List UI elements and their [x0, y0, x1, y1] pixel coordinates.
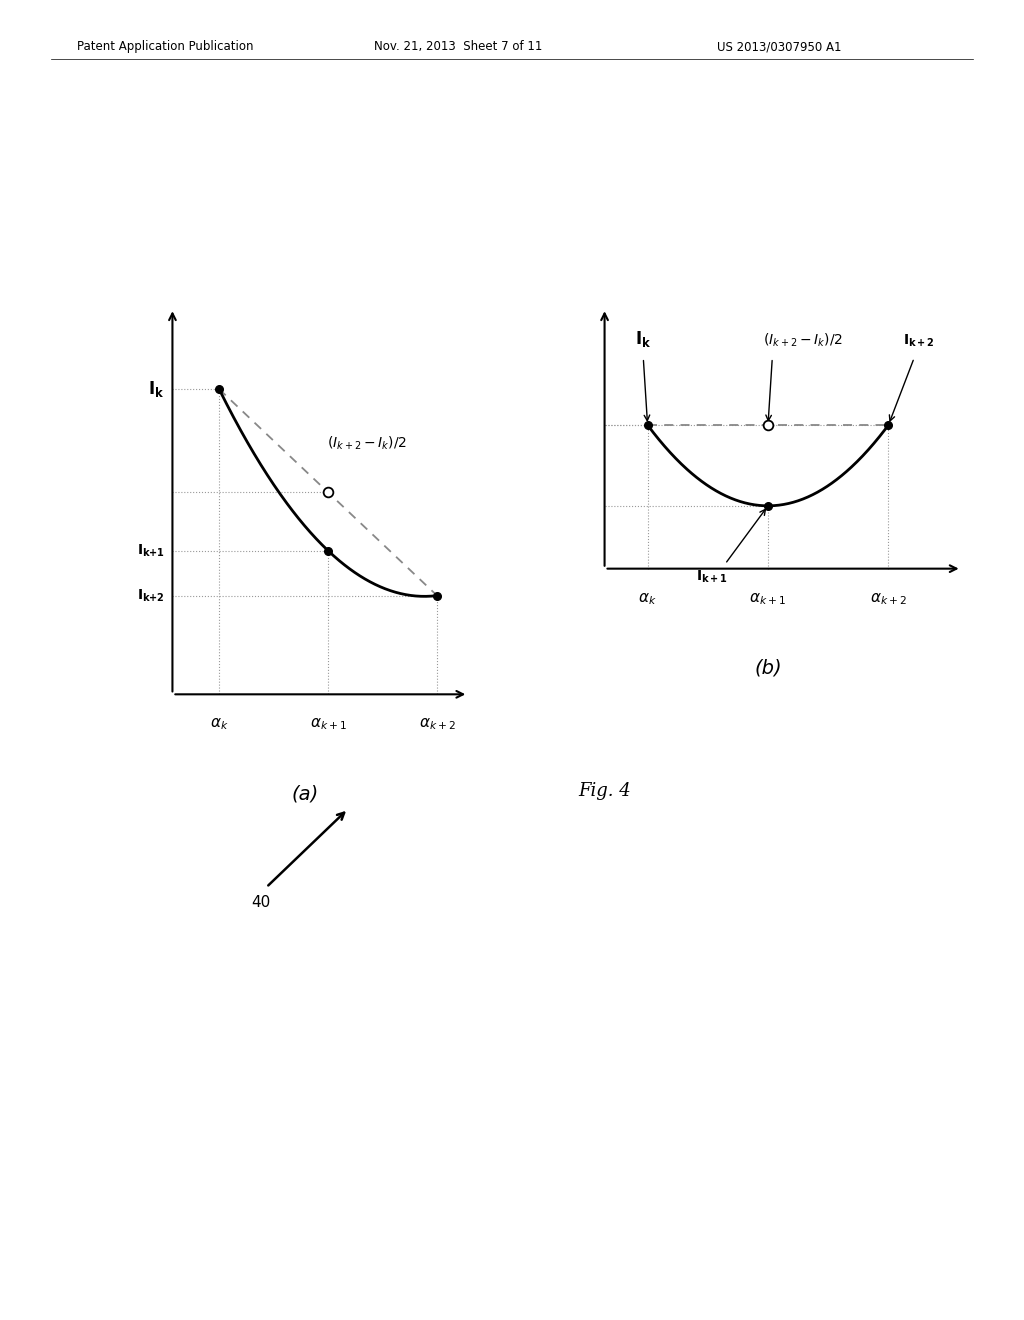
Text: $\alpha_k$: $\alpha_k$: [210, 717, 228, 733]
Text: $\mathbf{I_k}$: $\mathbf{I_k}$: [148, 379, 165, 399]
Text: $\mathbf{I_k}$: $\mathbf{I_k}$: [635, 329, 651, 348]
Text: $\alpha_{k+1}$: $\alpha_{k+1}$: [750, 591, 786, 607]
Text: Nov. 21, 2013  Sheet 7 of 11: Nov. 21, 2013 Sheet 7 of 11: [374, 40, 542, 53]
Text: (a): (a): [291, 784, 318, 803]
Text: $\mathbf{I_{k{+}1}}$: $\mathbf{I_{k{+}1}}$: [136, 543, 165, 558]
Text: Fig. 4: Fig. 4: [579, 781, 632, 800]
Text: 40: 40: [252, 895, 271, 911]
Text: $(I_{k+2}-I_k)/2$: $(I_{k+2}-I_k)/2$: [763, 331, 843, 348]
Text: $\mathbf{I_{k{+}2}}$: $\mathbf{I_{k{+}2}}$: [137, 587, 165, 603]
Text: US 2013/0307950 A1: US 2013/0307950 A1: [717, 40, 842, 53]
Text: Patent Application Publication: Patent Application Publication: [77, 40, 253, 53]
Text: (b): (b): [755, 659, 781, 677]
Text: $\alpha_{k+2}$: $\alpha_{k+2}$: [870, 591, 907, 607]
Text: $\mathbf{I_{k+1}}$: $\mathbf{I_{k+1}}$: [696, 569, 728, 585]
Text: $\alpha_{k+1}$: $\alpha_{k+1}$: [309, 717, 346, 733]
Text: $\mathbf{I_{k+2}}$: $\mathbf{I_{k+2}}$: [903, 333, 934, 348]
Text: $\alpha_{k+2}$: $\alpha_{k+2}$: [419, 717, 456, 733]
Text: $\alpha_k$: $\alpha_k$: [638, 591, 656, 607]
Text: $(I_{k+2}-I_k)/2$: $(I_{k+2}-I_k)/2$: [327, 434, 407, 451]
